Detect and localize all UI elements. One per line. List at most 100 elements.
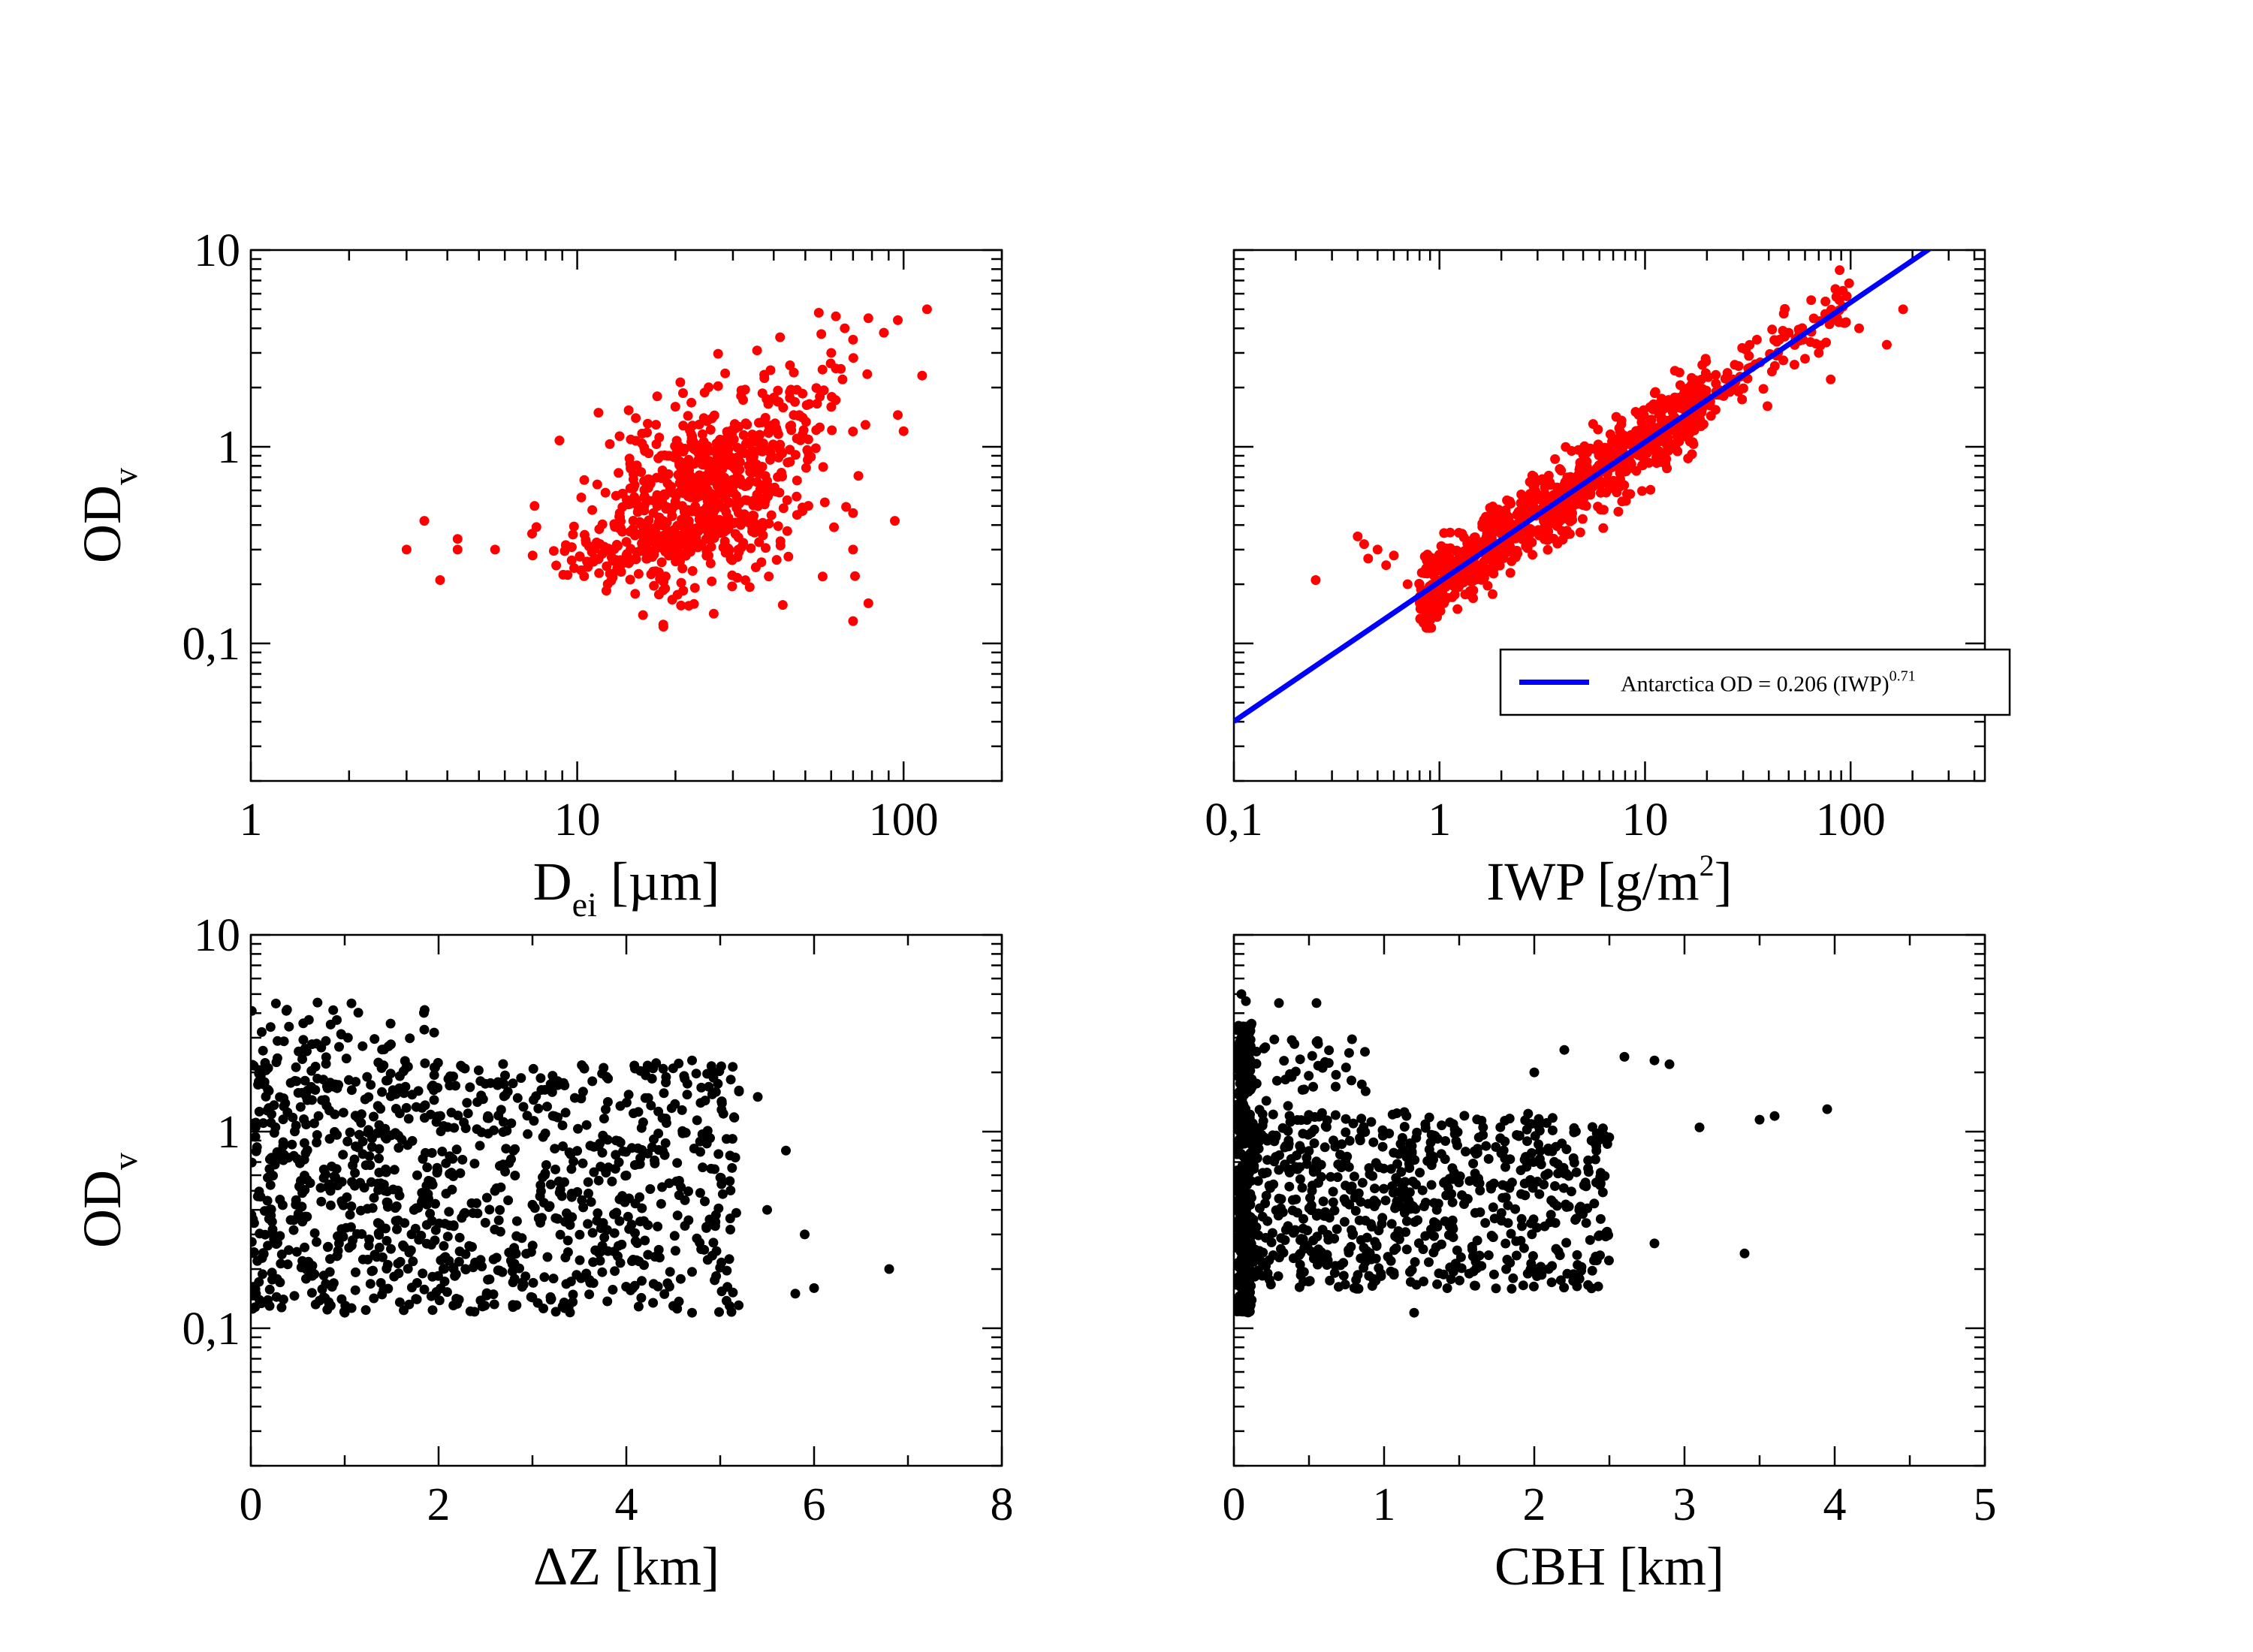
data-point <box>1374 1263 1384 1274</box>
data-point <box>764 571 774 582</box>
data-point <box>1409 1307 1419 1318</box>
data-point <box>312 1130 322 1140</box>
x-tick-label: 2 <box>427 1479 451 1530</box>
data-point <box>717 464 728 475</box>
data-point <box>306 1066 317 1076</box>
y-tick-label: 1 <box>217 1107 240 1158</box>
data-point <box>1262 1168 1272 1177</box>
data-point <box>636 467 647 478</box>
data-point <box>1519 1178 1530 1189</box>
data-point <box>1331 1081 1341 1092</box>
data-point <box>346 998 357 1008</box>
data-point <box>324 1267 335 1277</box>
data-point <box>1518 1280 1528 1291</box>
data-point <box>614 431 625 442</box>
data-point <box>1324 1045 1335 1056</box>
data-point <box>1758 384 1769 394</box>
data-point <box>369 1111 379 1122</box>
data-point <box>564 1147 575 1158</box>
data-point <box>588 555 599 565</box>
data-point <box>1289 1039 1300 1049</box>
data-point <box>1519 1154 1530 1165</box>
data-point <box>1686 381 1697 391</box>
data-point <box>1262 1216 1273 1226</box>
data-point <box>715 1172 725 1183</box>
data-point <box>339 1307 350 1318</box>
data-point <box>696 1082 707 1093</box>
data-point <box>389 1271 400 1282</box>
data-point <box>1309 1138 1320 1148</box>
data-point <box>1530 1131 1540 1141</box>
data-point <box>714 1066 725 1077</box>
data-point <box>500 1070 510 1081</box>
data-point <box>484 1113 494 1123</box>
data-point <box>1547 1125 1558 1135</box>
data-point <box>1401 1227 1411 1237</box>
data-point <box>774 452 784 463</box>
data-point <box>1549 1198 1559 1208</box>
data-point <box>366 1080 376 1090</box>
data-point <box>430 1198 440 1209</box>
data-point <box>597 519 608 529</box>
x-tick-label: 6 <box>803 1479 826 1530</box>
data-point <box>1649 1238 1660 1249</box>
data-point <box>1589 1198 1600 1209</box>
data-point <box>298 1035 309 1045</box>
data-point <box>1413 1238 1424 1249</box>
data-point <box>713 1149 724 1159</box>
data-point <box>1329 1268 1340 1278</box>
data-point <box>439 1253 449 1263</box>
data-point <box>652 501 662 511</box>
data-point <box>1751 334 1762 345</box>
data-point <box>1616 419 1627 430</box>
data-point <box>1424 1257 1434 1268</box>
data-point <box>1276 1244 1286 1254</box>
data-point <box>1282 1223 1292 1234</box>
data-point <box>625 499 635 509</box>
data-point <box>726 425 737 436</box>
data-point <box>721 1134 731 1144</box>
data-point <box>1586 1283 1597 1294</box>
data-point <box>306 1081 316 1092</box>
data-point <box>1537 530 1547 541</box>
data-point <box>426 1291 436 1301</box>
data-point <box>785 360 795 370</box>
data-point <box>656 557 667 568</box>
data-point <box>430 1235 440 1246</box>
data-point <box>535 1186 546 1196</box>
data-point <box>1534 1189 1545 1199</box>
data-point <box>374 1242 385 1253</box>
data-point <box>1447 1197 1458 1207</box>
data-point <box>1486 1231 1497 1241</box>
data-point <box>666 1103 677 1114</box>
data-point <box>254 1076 264 1087</box>
data-point <box>1322 1260 1332 1270</box>
data-point <box>710 1164 719 1174</box>
data-point <box>273 1237 282 1248</box>
data-point <box>411 1203 421 1213</box>
data-point <box>1831 291 1841 302</box>
data-point <box>770 482 780 493</box>
data-point <box>890 516 900 526</box>
data-point <box>377 1087 388 1097</box>
data-point <box>1296 1234 1307 1244</box>
data-point <box>1649 1055 1660 1066</box>
data-point <box>725 1213 735 1224</box>
data-point <box>636 1123 647 1133</box>
data-point <box>734 1087 744 1096</box>
x-tick-label: 10 <box>1621 794 1668 846</box>
data-point <box>1814 348 1824 358</box>
data-point <box>1595 1213 1606 1224</box>
data-point <box>704 1081 714 1092</box>
data-point <box>1586 1135 1597 1146</box>
data-point <box>590 1245 601 1256</box>
data-point <box>1236 1149 1247 1159</box>
data-point <box>429 1070 439 1081</box>
data-point <box>1379 1183 1389 1194</box>
data-point <box>493 1215 504 1225</box>
data-point <box>862 369 873 379</box>
data-point <box>540 1128 550 1138</box>
data-point <box>1298 1213 1308 1224</box>
data-point <box>506 1154 516 1165</box>
data-point <box>1345 1184 1356 1195</box>
